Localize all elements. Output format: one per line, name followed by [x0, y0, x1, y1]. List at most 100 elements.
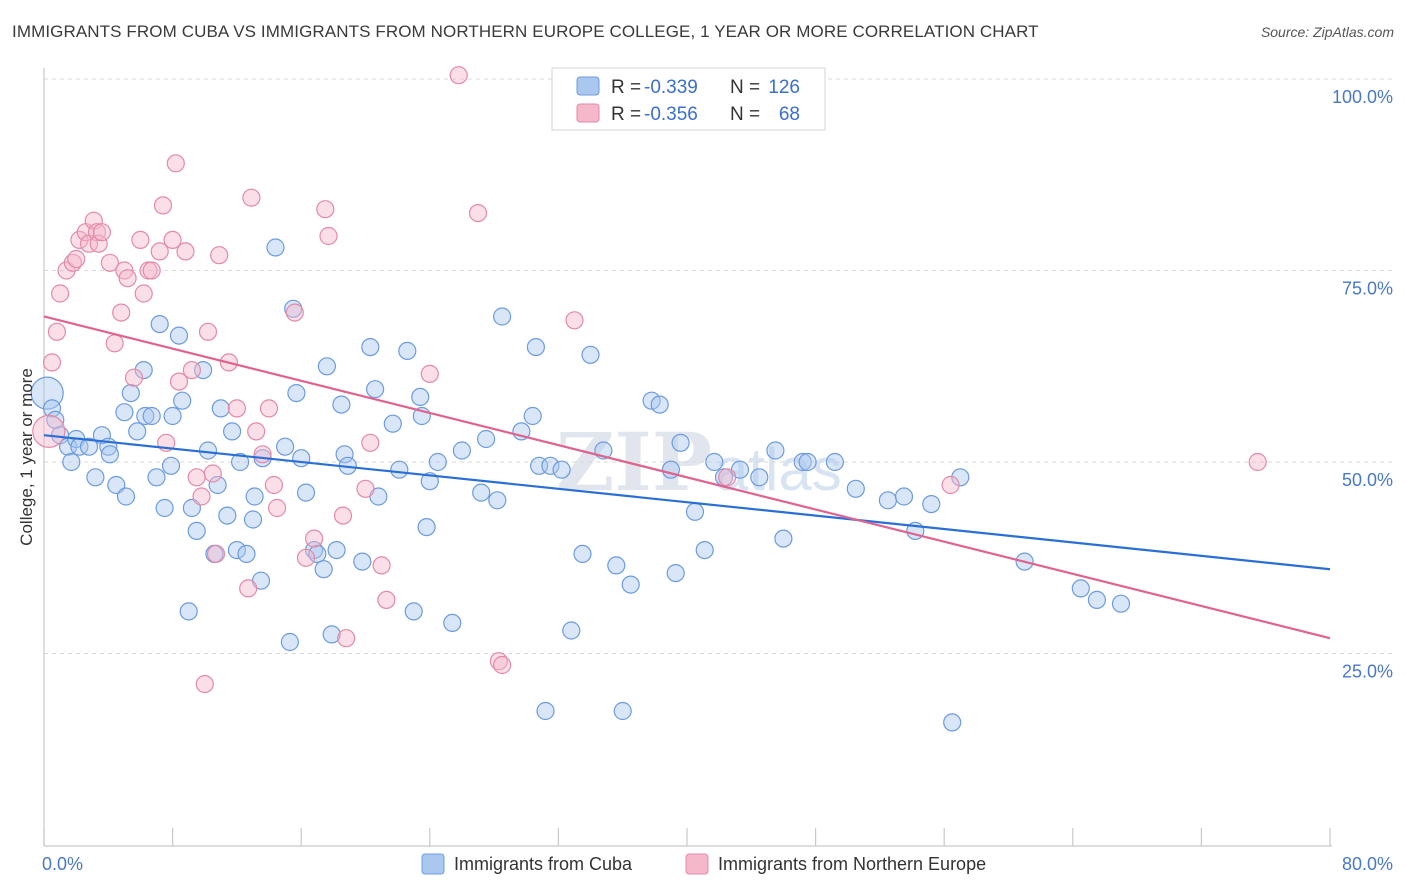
northern-europe-point: [87, 223, 107, 242]
cuba-point: [1087, 590, 1107, 610]
cuba-point: [155, 498, 174, 518]
northern-europe-point: [242, 188, 261, 207]
series-legend: Immigrants from Cuba Immigrants from Nor…: [421, 853, 986, 875]
cuba-point: [169, 326, 189, 345]
cuba-point: [1071, 579, 1090, 598]
northern-europe-point: [89, 234, 108, 253]
cuba-point: [943, 713, 962, 732]
northern-europe-point: [42, 353, 62, 372]
northern-europe-point: [356, 479, 375, 498]
cuba-point: [150, 315, 169, 334]
cuba-point: [100, 445, 120, 464]
cuba-point: [411, 387, 430, 406]
cuba-point: [208, 475, 227, 495]
northern-europe-point: [565, 311, 584, 330]
northern-europe-point: [264, 475, 283, 495]
cuba-point: [136, 406, 155, 426]
northern-europe-point: [118, 269, 137, 288]
northern-europe-point: [316, 200, 335, 219]
cuba-trend-line: [43, 434, 1331, 571]
cuba-point: [243, 510, 263, 529]
northern-europe-point: [377, 590, 396, 610]
series-legend-swatch-northern-europe: [685, 853, 709, 875]
northern-europe-point: [372, 556, 391, 575]
northern-europe-point: [166, 154, 185, 173]
northern-europe-point: [92, 223, 112, 242]
northern-europe-point: [468, 204, 488, 223]
cuba-point: [846, 479, 865, 498]
y-tick-label-100: 100.0%: [1332, 87, 1393, 107]
cuba-point: [894, 487, 914, 506]
cuba-point: [308, 544, 327, 564]
cuba-point: [353, 552, 372, 571]
legend-r-label-northern-europe: R =: [611, 104, 641, 125]
cuba-point: [523, 406, 542, 426]
northern-europe-point: [259, 399, 279, 418]
cuba-point: [493, 307, 512, 326]
cuba-point: [766, 441, 785, 460]
northern-europe-point: [206, 544, 226, 564]
cuba-point: [179, 602, 198, 621]
cuba-point: [266, 238, 285, 257]
northern-europe-trend-line: [43, 315, 1331, 640]
northern-europe-point: [153, 196, 173, 215]
northern-europe-point: [124, 368, 144, 387]
cuba-point: [452, 441, 471, 460]
northern-europe-point: [319, 226, 338, 246]
northern-europe-point: [32, 414, 66, 448]
cuba-point: [237, 544, 256, 564]
cuba-point: [116, 487, 136, 506]
cuba-point: [86, 468, 105, 487]
cuba-point: [825, 452, 845, 472]
cuba-point: [443, 613, 462, 633]
northern-europe-point: [253, 445, 272, 464]
legend-swatch-cuba: [576, 76, 600, 96]
watermark-zip: ZIP: [556, 415, 712, 509]
legend-n-label-northern-europe: N =: [730, 104, 760, 125]
cuba-point: [142, 406, 161, 426]
cuba-point: [798, 452, 817, 472]
northern-europe-point: [361, 433, 380, 452]
cuba-point: [750, 468, 769, 487]
series-legend-swatch-cuba: [421, 853, 445, 875]
cuba-point: [198, 441, 218, 460]
cuba-point: [227, 540, 246, 560]
cuba-point: [322, 625, 341, 644]
x-tick-label-max: 80.0%: [1342, 854, 1393, 874]
cuba-point: [128, 422, 147, 441]
legend-n-value-northern-europe: 68: [779, 104, 800, 125]
cuba-point: [245, 487, 264, 506]
cuba-point: [62, 452, 81, 472]
northern-europe-point: [285, 303, 304, 322]
northern-europe-point: [247, 422, 266, 441]
northern-europe-point: [182, 361, 201, 380]
northern-europe-point: [337, 629, 356, 648]
cuba-point: [79, 437, 99, 456]
northern-europe-point: [210, 246, 229, 265]
cuba-point: [705, 452, 724, 472]
cuba-point: [173, 391, 192, 410]
cuba-point: [695, 540, 714, 560]
cuba-point: [573, 544, 592, 564]
cuba-point: [613, 701, 632, 721]
northern-europe-point: [296, 548, 316, 567]
legend-r-value-northern-europe: -0.356: [644, 104, 698, 125]
northern-europe-point: [449, 66, 468, 85]
cuba-point: [231, 452, 250, 472]
cuba-point: [562, 621, 581, 640]
cuba-point: [121, 384, 140, 403]
northern-europe-point: [131, 230, 150, 249]
cuba-point: [581, 345, 600, 364]
cuba-point: [390, 460, 409, 479]
cuba-point: [477, 429, 496, 449]
northern-europe-point: [150, 242, 169, 261]
cuba-point: [361, 338, 380, 357]
stats-legend: R = -0.339 N = 126 R = -0.356 N = 68: [551, 67, 826, 131]
legend-r-value-cuba: -0.339: [644, 77, 698, 98]
northern-europe-point: [198, 322, 218, 341]
legend-swatch-northern-europe: [576, 103, 600, 123]
northern-europe-point: [163, 230, 182, 249]
legend-r-label-cuba: R =: [611, 77, 641, 98]
y-axis-label: College, 1 year or more: [17, 368, 36, 546]
